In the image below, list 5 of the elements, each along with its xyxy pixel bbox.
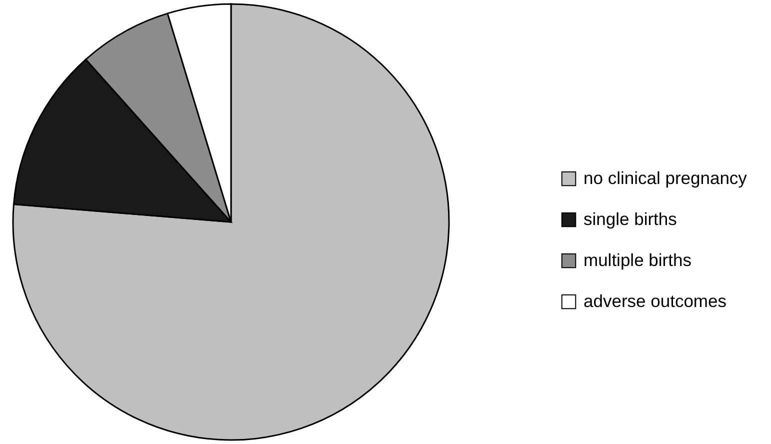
legend-label: no clinical pregnancy — [584, 168, 748, 188]
pie-slice — [12, 3, 450, 441]
legend-label: multiple births — [584, 250, 692, 270]
legend-label: single births — [584, 208, 678, 229]
legend-label: adverse outcomes — [584, 290, 727, 311]
